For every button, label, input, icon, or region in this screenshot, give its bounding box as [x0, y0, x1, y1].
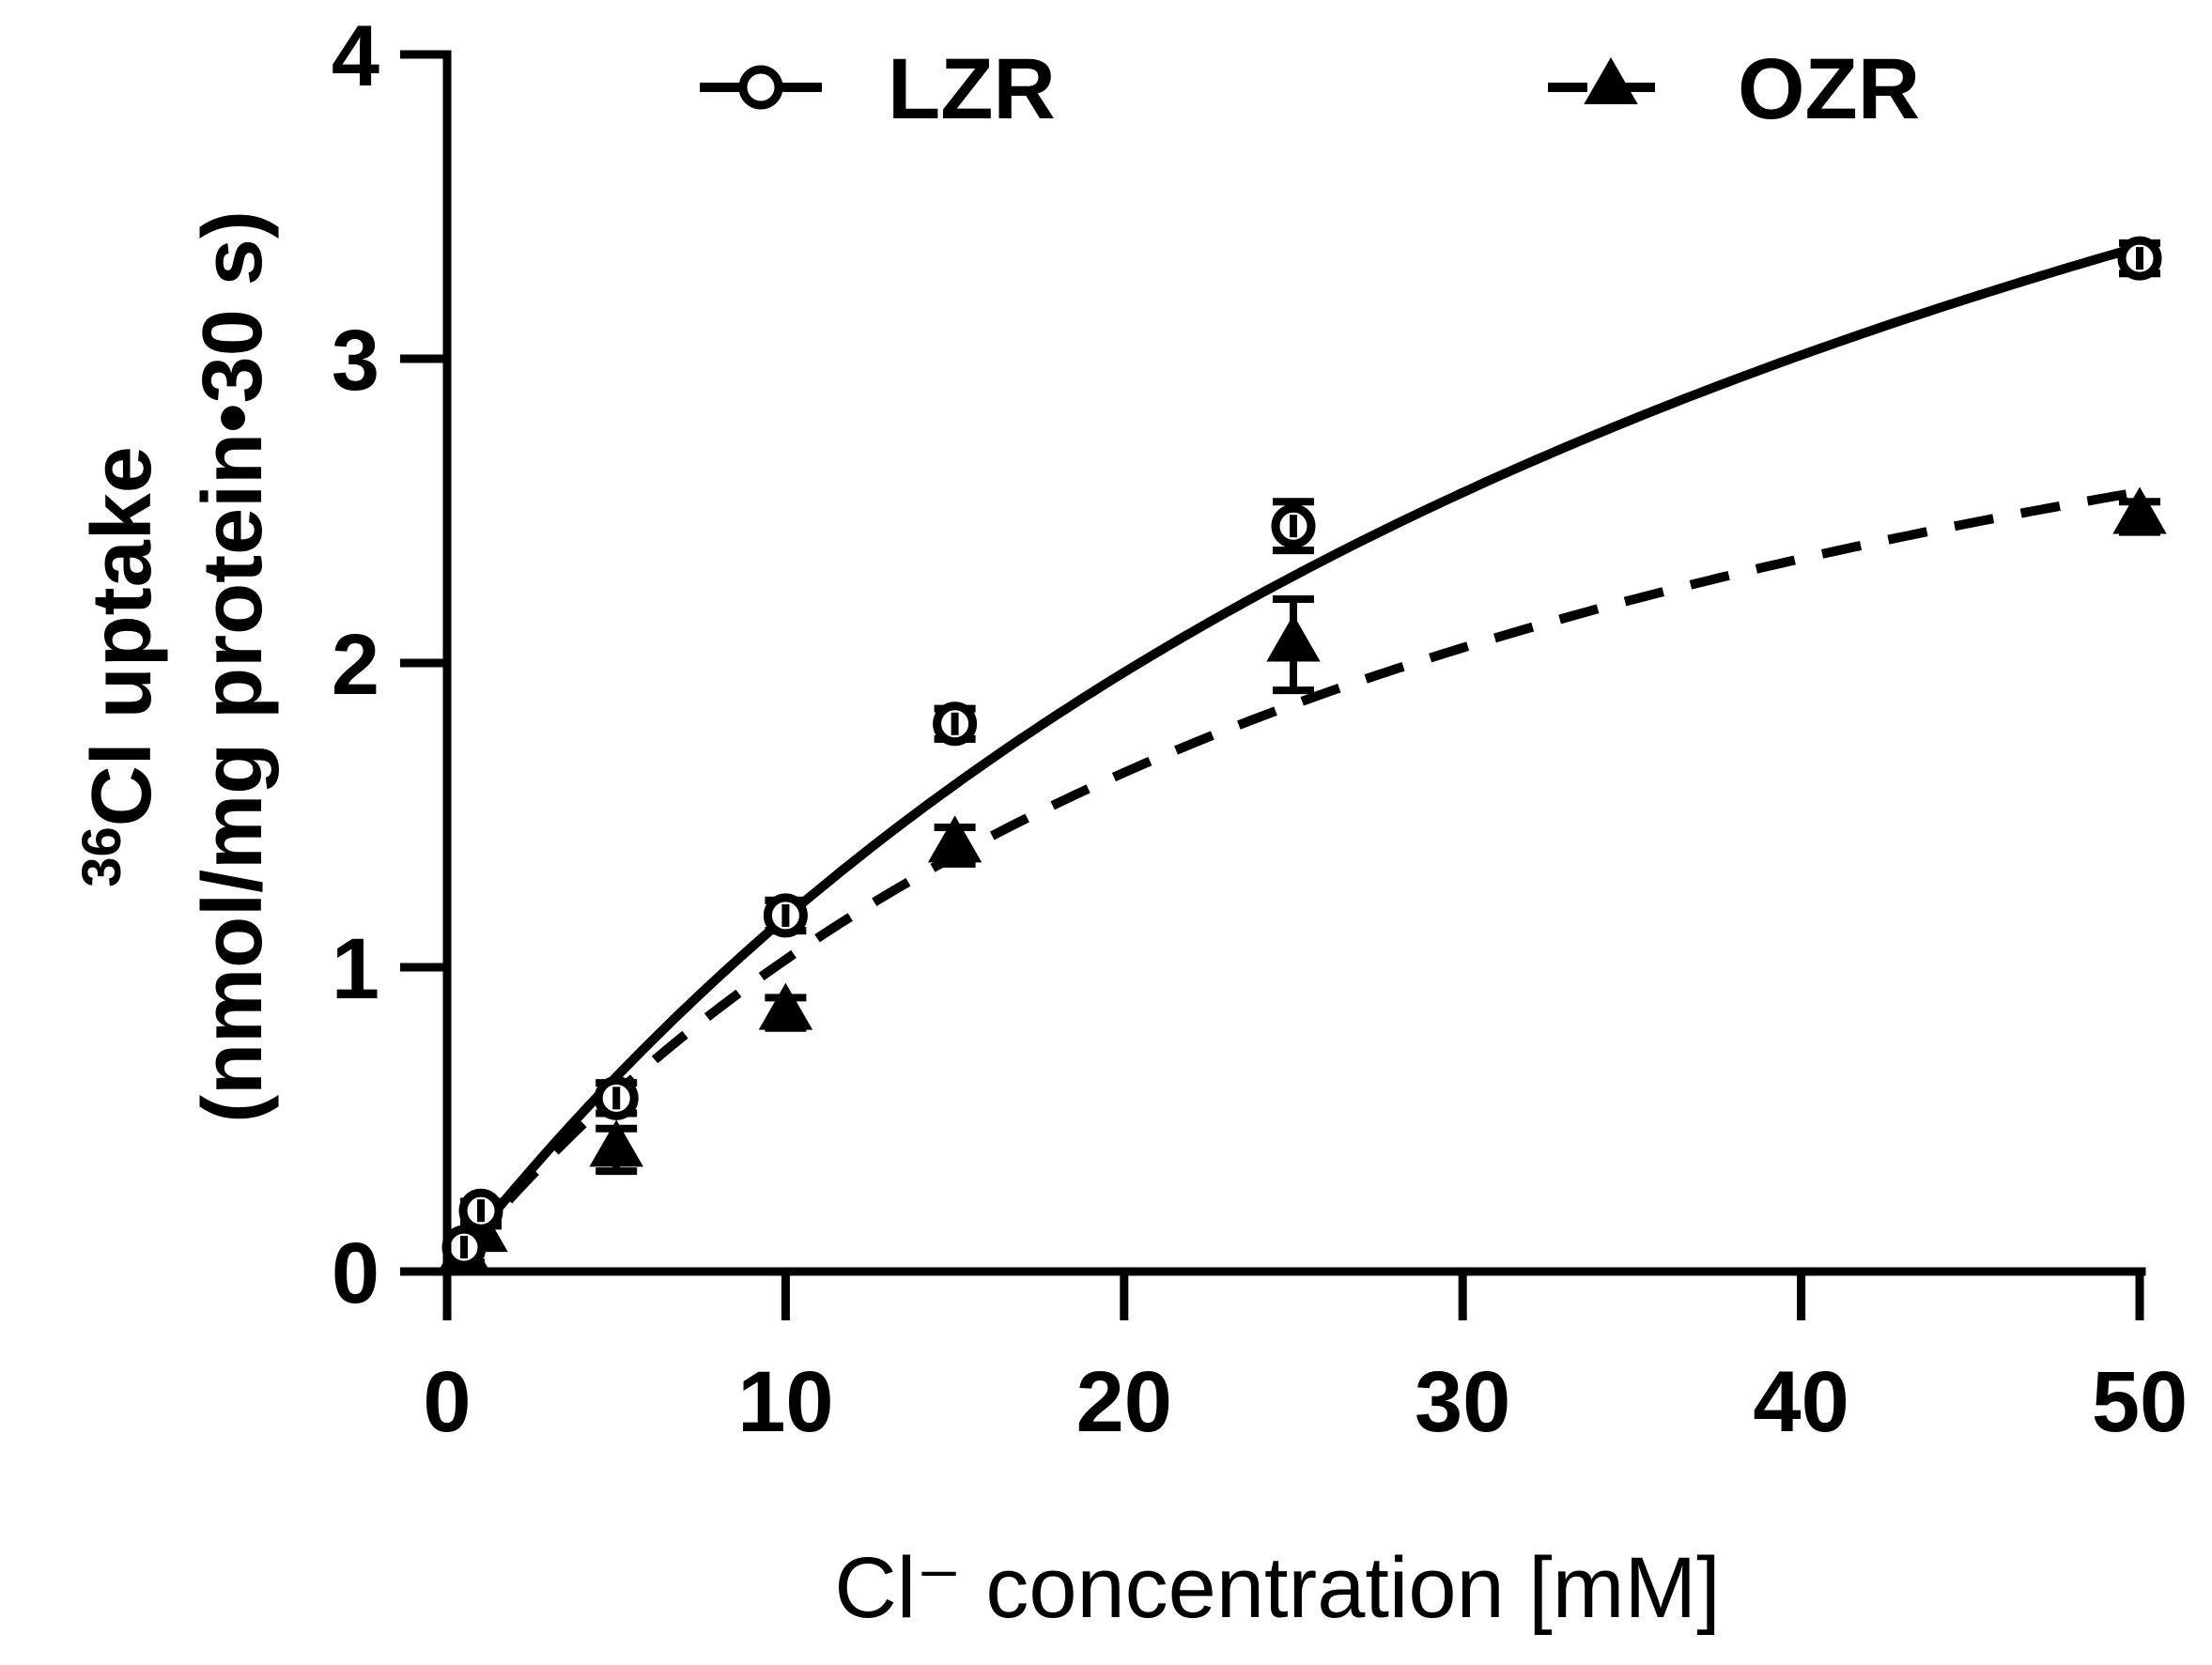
x-axis-title: Cl⁻ concentration [mM] [834, 1540, 1720, 1636]
x-tick-label: 40 [1753, 1354, 1848, 1450]
x-tick-label: 30 [1415, 1354, 1510, 1450]
ozr-point [2112, 486, 2167, 534]
y-ticks: 0 1 2 3 4 [332, 8, 447, 1321]
y-axis-title-superscript: 36 [71, 826, 132, 887]
ozr-point [758, 982, 813, 1030]
legend-ozr-marker [1584, 56, 1638, 104]
legend-lzr-label: LZR [888, 41, 1056, 137]
legend-lzr-marker [738, 65, 783, 110]
y-tick-label: 2 [332, 617, 379, 713]
data-points [437, 236, 2167, 1273]
x-ticks: 0 10 20 30 40 50 [423, 1272, 2188, 1450]
fit-curve-ozr [460, 486, 2141, 1255]
legend-ozr-label: OZR [1738, 41, 1920, 137]
fit-curves [460, 241, 2142, 1255]
legend: LZR OZR [700, 41, 1920, 137]
ozr-point [927, 815, 982, 863]
y-tick-label: 3 [332, 313, 379, 409]
y-tick-label: 4 [332, 8, 379, 104]
x-tick-label: 0 [423, 1354, 471, 1450]
y-tick-label: 0 [332, 1226, 379, 1321]
ozr-point [1266, 614, 1321, 662]
y-axis-title-line2: (nmol/mg protein•30 s) [186, 210, 280, 1123]
ozr-point [589, 1119, 643, 1167]
x-tick-label: 50 [2092, 1354, 2188, 1450]
error-bars [443, 239, 2160, 1267]
y-axis-title-line1: 36Cl uptake [71, 446, 169, 887]
fit-curve-lzr [460, 241, 2142, 1254]
y-tick-label: 1 [332, 921, 379, 1017]
y-axis-title-main: Cl uptake [75, 446, 169, 826]
y-axis-title: 36Cl uptake (nmol/mg protein•30 s) [71, 210, 280, 1123]
x-tick-label: 20 [1076, 1354, 1172, 1450]
axes [401, 50, 2146, 1276]
x-tick-label: 10 [737, 1354, 833, 1450]
